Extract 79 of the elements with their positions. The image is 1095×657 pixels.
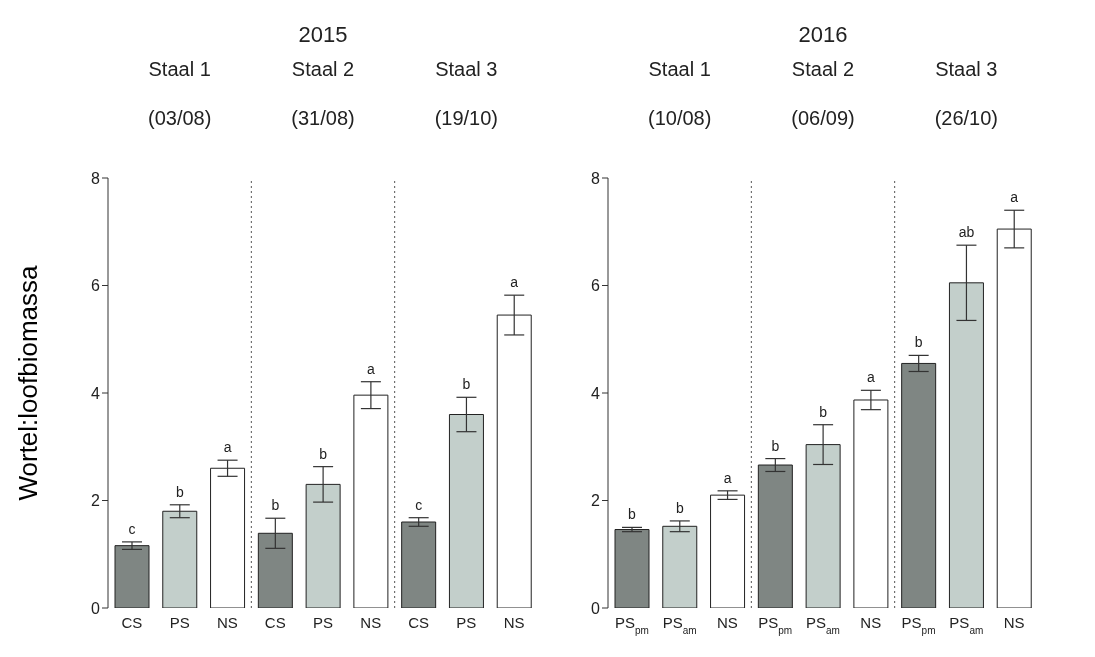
y-tick-label: 0 [91, 599, 101, 617]
bar [710, 494, 746, 608]
data-label: c [415, 496, 423, 513]
x-tick-label: NS [717, 614, 738, 631]
x-tick-label: NS [503, 614, 525, 631]
bar [305, 483, 341, 608]
y-tick-label: 8 [591, 169, 601, 187]
y-tick-label: 6 [91, 277, 101, 295]
x-tick-label: NS [217, 614, 238, 631]
chart-title: 2015 [297, 21, 349, 49]
text: (10/08) [646, 107, 713, 130]
data-label: a [510, 274, 519, 291]
y-tick-label: 6 [591, 277, 601, 295]
text: Staal 2 [790, 58, 856, 81]
x-tick-label: PS$_{pm}$ [614, 614, 649, 636]
bar [114, 545, 150, 608]
bar [996, 228, 1032, 608]
text: (03/08) [146, 107, 213, 130]
chart-title: 2016 [797, 21, 849, 49]
text: Staal 1 [647, 58, 712, 81]
bar [805, 444, 841, 608]
x-tick-label: PS [169, 614, 190, 631]
x-tick-label: CS [408, 614, 429, 631]
data-label: b [319, 445, 328, 462]
x-tick-label: CS [264, 614, 286, 631]
text: Staal 1 [147, 58, 212, 81]
y-tick-label: 4 [591, 384, 601, 402]
bar [162, 510, 198, 608]
bar [853, 399, 889, 608]
x-tick-label: PS$_{pm}$ [901, 614, 936, 636]
text: (19/10) [433, 107, 499, 130]
data-label: b [819, 403, 828, 420]
x-tick-label: PS$_{am}$ [949, 614, 984, 636]
data-label: b [771, 437, 780, 454]
data-label: a [223, 439, 232, 456]
data-label: a [366, 360, 375, 377]
data-label: b [628, 506, 637, 523]
y-tick-label: 2 [591, 492, 601, 510]
x-tick-label: PS [312, 614, 334, 631]
text: (26/10) [933, 107, 999, 130]
data-label: a [1010, 189, 1019, 206]
data-label: b [914, 334, 923, 351]
text: (06/09) [790, 107, 856, 130]
bar [496, 314, 532, 608]
x-tick-label: CS [121, 614, 143, 631]
text: Staal 2 [290, 58, 356, 81]
x-tick-label: NS [360, 614, 382, 631]
y-axis-title: Wortel:loofbiomassa [12, 265, 44, 501]
data-label: a [723, 469, 732, 486]
bar [257, 532, 293, 608]
bar [614, 529, 650, 608]
text: (31/08) [290, 107, 356, 130]
data-label: ab [958, 224, 975, 241]
bar [901, 362, 937, 608]
bar [948, 282, 984, 608]
y-tick-label: 8 [91, 169, 101, 187]
data-label: a [866, 369, 875, 386]
bar [401, 521, 437, 608]
data-label: b [462, 376, 471, 393]
bar [353, 394, 389, 608]
bar [662, 525, 698, 608]
x-tick-label: PS$_{am}$ [662, 614, 697, 636]
x-tick-label: NS [860, 614, 882, 631]
x-tick-label: PS$_{pm}$ [758, 614, 793, 636]
text: Staal 3 [434, 58, 499, 81]
bar [757, 464, 793, 608]
x-tick-label: PS$_{am}$ [806, 614, 840, 636]
bar [210, 467, 246, 608]
y-tick-label: 4 [91, 384, 101, 402]
bar [448, 414, 484, 608]
x-tick-label: PS [456, 614, 477, 631]
x-tick-label: NS [1003, 614, 1025, 631]
y-tick-label: 2 [91, 492, 101, 510]
data-label: b [271, 497, 280, 514]
data-label: b [675, 499, 684, 516]
data-label: b [175, 483, 184, 500]
y-tick-label: 0 [591, 599, 601, 617]
data-label: c [128, 520, 136, 537]
text: Staal 3 [934, 58, 999, 81]
